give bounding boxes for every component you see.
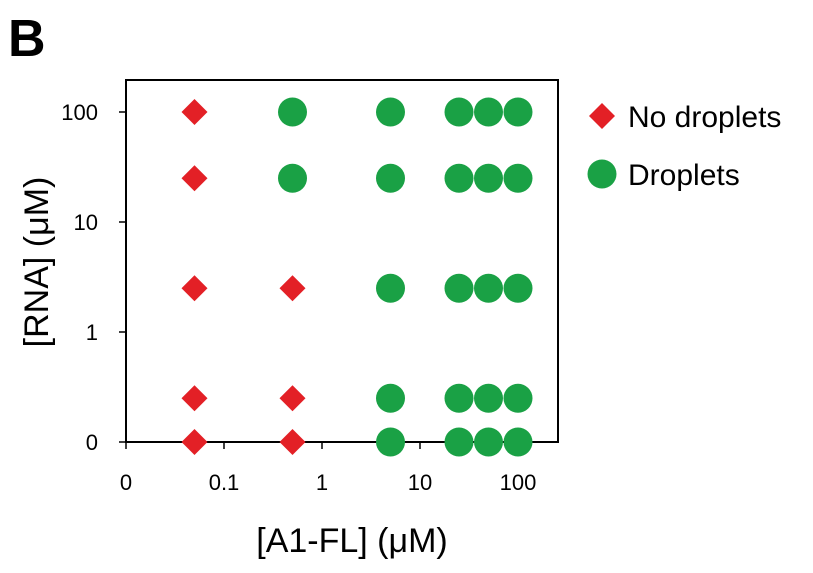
legend-diamond-marker (589, 103, 615, 129)
droplets-point (444, 273, 474, 303)
plot-frame (125, 79, 559, 443)
y-tick-label: 100 (61, 100, 98, 125)
panel-label: B (8, 10, 46, 68)
droplets-point (503, 427, 533, 457)
droplets-point (503, 163, 533, 193)
no-droplets-point (181, 165, 208, 192)
droplets-point (503, 383, 533, 413)
legend-entry-label: No droplets (628, 101, 781, 134)
no-droplets-point (279, 429, 306, 455)
droplets-point (375, 97, 405, 127)
no-droplets-point (279, 275, 306, 302)
x-tick-label: 0 (120, 470, 132, 495)
droplets-point (503, 97, 533, 127)
y-axis-label: [RNA] (μM) (18, 177, 56, 348)
droplets-point (473, 163, 503, 193)
legend: No droplets Droplets (587, 101, 781, 192)
droplets-point (375, 427, 405, 457)
y-tick-label: 10 (74, 210, 98, 235)
droplets-point (444, 383, 474, 413)
y-tick-label: 0 (86, 430, 98, 455)
droplets-point (277, 97, 307, 127)
legend-entry-label: Droplets (628, 159, 740, 192)
y-tick-label: 1 (86, 320, 98, 345)
no-droplets-point (181, 429, 208, 455)
x-tick-label: 100 (500, 470, 537, 495)
x-tick-label: 10 (408, 470, 432, 495)
droplets-point (444, 163, 474, 193)
no-droplets-point (181, 385, 208, 412)
droplets-point (375, 383, 405, 413)
droplets-point (473, 273, 503, 303)
droplets-point (444, 427, 474, 457)
no-droplets-point (181, 99, 208, 125)
droplets-point (375, 273, 405, 303)
droplets-point (473, 97, 503, 127)
droplets-point (473, 383, 503, 413)
y-axis-ticks: 0 1 10 100 (61, 100, 126, 455)
x-axis-label: [A1-FL] (μM) (256, 522, 447, 560)
x-axis-ticks: 0 0.1 1 10 100 (120, 442, 536, 495)
legend-circle-marker (587, 159, 617, 189)
droplets-point (473, 427, 503, 457)
droplets-point (503, 273, 533, 303)
droplets-point (375, 163, 405, 193)
droplets-point (444, 97, 474, 127)
x-tick-label: 0.1 (209, 470, 240, 495)
no-droplets-point (279, 385, 306, 412)
no-droplets-point (181, 275, 208, 302)
droplets-point (277, 163, 307, 193)
data-markers (181, 97, 533, 457)
x-tick-label: 1 (316, 470, 328, 495)
